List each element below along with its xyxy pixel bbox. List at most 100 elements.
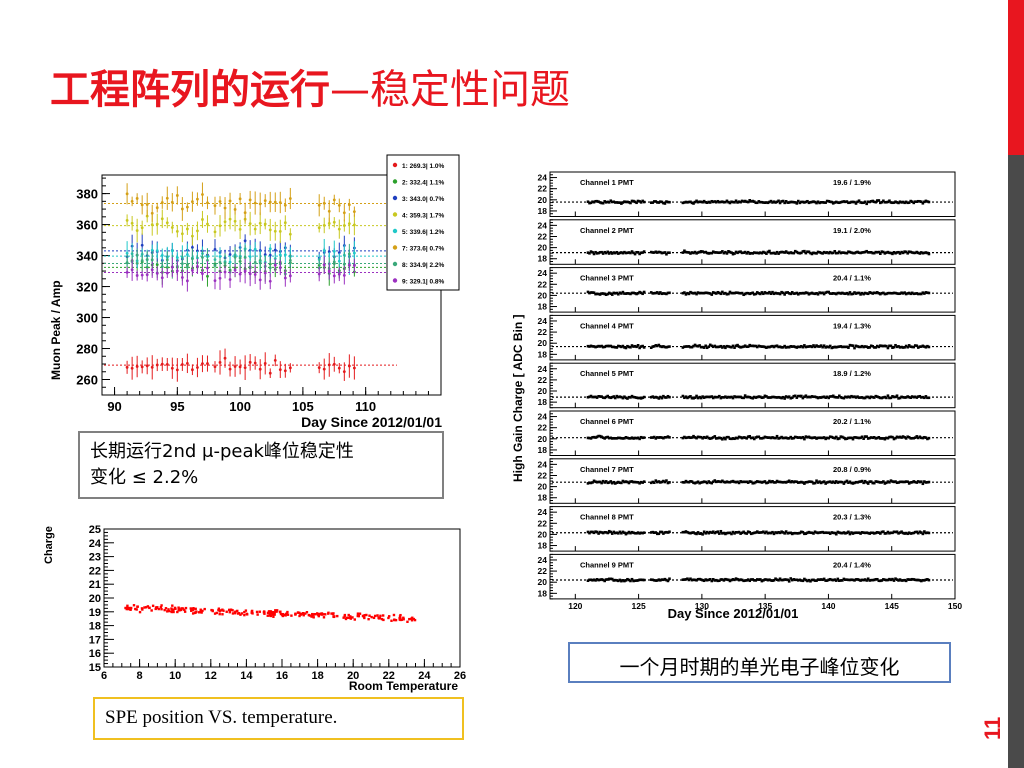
c3-point <box>824 482 827 485</box>
c3-point <box>636 531 640 534</box>
c3-point <box>627 251 631 254</box>
c3-point <box>629 201 632 205</box>
c3-point <box>689 531 692 535</box>
c3-point <box>850 200 853 204</box>
c3-point <box>821 578 824 582</box>
c3-point <box>845 251 849 255</box>
c3-point <box>615 291 619 295</box>
c3-point <box>847 481 850 484</box>
c3-point <box>757 480 761 484</box>
c3-ytick-label: 24 <box>538 268 548 278</box>
c3-point <box>728 480 732 484</box>
c3-point <box>874 200 878 204</box>
c3-point <box>869 200 873 203</box>
c3-point <box>780 290 783 294</box>
c3-point <box>638 396 641 400</box>
c3-point <box>918 200 922 203</box>
c3-point <box>600 250 603 254</box>
c3-point <box>716 251 720 254</box>
c3-point <box>854 251 858 254</box>
c3-point <box>793 292 797 295</box>
c3-point <box>803 577 806 581</box>
c3-point <box>787 395 791 398</box>
c3-point <box>875 291 879 294</box>
c3-point <box>615 201 619 204</box>
c3-point <box>877 531 881 534</box>
c3-point <box>790 291 794 294</box>
c3-point <box>683 396 686 400</box>
c1-point <box>253 201 257 205</box>
c3-point <box>920 480 923 483</box>
c3-point <box>695 344 698 348</box>
c3-point <box>854 436 858 439</box>
c3-point <box>745 252 748 255</box>
c3-point <box>800 579 803 582</box>
c3-point <box>601 531 605 535</box>
c1-legend-label: 8: 334.9| 2.2% <box>402 262 445 269</box>
c3-point <box>895 578 899 581</box>
c3-point <box>657 532 661 536</box>
c3-point <box>704 578 707 581</box>
c3-point <box>591 251 594 254</box>
c3-point <box>771 251 774 255</box>
c3-point <box>875 577 879 581</box>
c3-point <box>754 344 758 348</box>
c3-point <box>600 201 603 205</box>
c1-point <box>125 270 129 274</box>
c2-point <box>215 611 218 615</box>
c3-point <box>882 480 885 483</box>
c3-point <box>704 436 707 440</box>
c3-point <box>795 578 799 582</box>
spe-temperature-chart: Charge Room Temperature 1516171819202122… <box>43 524 466 693</box>
c2-point <box>347 613 350 617</box>
c3-point <box>713 291 717 295</box>
c3-point <box>597 394 600 398</box>
c3-point <box>894 343 897 347</box>
c3-point <box>860 435 864 439</box>
c3-point <box>659 530 662 534</box>
c2-point <box>217 607 221 610</box>
c1-legend-marker <box>392 245 398 250</box>
c1-point <box>201 193 204 196</box>
c3-point <box>719 578 723 581</box>
c3-point <box>853 200 856 204</box>
c3-point <box>813 530 817 534</box>
c3-point <box>689 395 692 398</box>
c3-point <box>848 532 852 536</box>
c2-point <box>327 611 330 614</box>
note-muon-line2: 变化 ≤ 2.2% <box>90 467 199 488</box>
c1-point <box>243 366 247 370</box>
c3-point <box>860 396 864 399</box>
c2-point <box>394 618 398 622</box>
c3-point <box>827 480 830 484</box>
c3-point <box>743 250 747 254</box>
c3-point <box>612 395 616 398</box>
c3-point <box>724 200 727 204</box>
c3-point <box>740 436 744 440</box>
c3-point <box>656 532 659 536</box>
c3-point <box>907 344 911 347</box>
c3-point <box>806 579 809 583</box>
c3-point <box>662 345 665 348</box>
c3-point <box>786 291 789 294</box>
c1-point <box>145 258 149 261</box>
c3-point <box>924 481 928 484</box>
c3-point <box>632 291 635 295</box>
c1-point <box>213 279 217 283</box>
c3-point <box>716 579 720 583</box>
c2-point <box>159 606 163 609</box>
c1-point <box>191 368 194 372</box>
c3-point <box>598 293 602 296</box>
c3-point <box>865 345 868 349</box>
c1-point <box>185 265 189 269</box>
c2-point <box>402 618 405 621</box>
c3-point <box>862 437 865 440</box>
c3-point <box>784 436 788 440</box>
c3-point <box>718 436 721 440</box>
c2-point <box>136 605 139 608</box>
c3-point <box>597 251 600 255</box>
c3-point <box>795 436 799 439</box>
c3-point <box>901 346 905 349</box>
c3-point <box>624 200 628 204</box>
c3-point <box>898 292 902 295</box>
